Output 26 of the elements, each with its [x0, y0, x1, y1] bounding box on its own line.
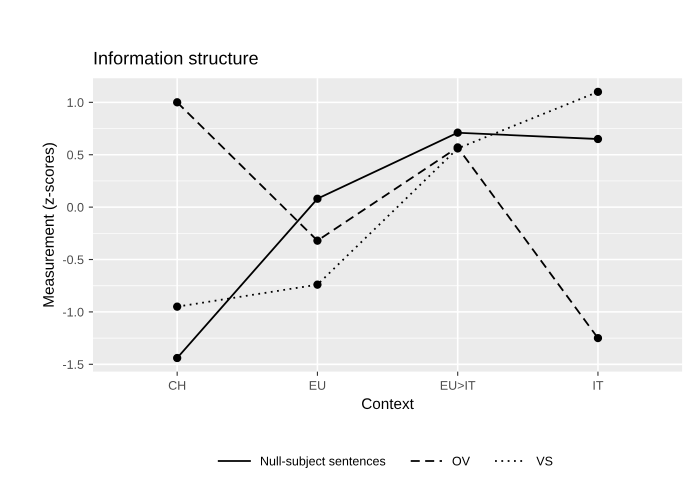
point: [173, 302, 182, 311]
point: [173, 354, 182, 362]
point: [594, 334, 602, 342]
legend-label: VS: [536, 456, 552, 466]
y-tick-label: -0.5: [63, 255, 84, 264]
point: [594, 134, 602, 144]
legend-label: OV: [452, 456, 470, 466]
point: [594, 88, 602, 96]
y-tick-label: 0.0: [67, 202, 84, 212]
x-tick-label: EU: [310, 381, 326, 390]
point: [173, 98, 182, 107]
point: [313, 236, 322, 245]
y-tick-label: 1.0: [68, 98, 84, 107]
y-tick-label: -1.5: [63, 360, 84, 369]
x-tick-label: IT: [594, 381, 604, 390]
x-axis-title: Context: [362, 398, 414, 410]
point: [454, 128, 462, 137]
x-tick-label: EU>IT: [440, 381, 476, 390]
point: [313, 194, 322, 203]
x-tick-label: CH: [168, 381, 186, 390]
point: [313, 280, 322, 289]
y-axis-title: Measurement (z-scores): [42, 143, 57, 306]
chart-title: Information structure: [94, 51, 258, 65]
y-tick-label: -1.0: [63, 308, 84, 317]
y-tick-label: 0.5: [67, 150, 84, 160]
legend-label: Null-subject sentences: [260, 456, 386, 468]
